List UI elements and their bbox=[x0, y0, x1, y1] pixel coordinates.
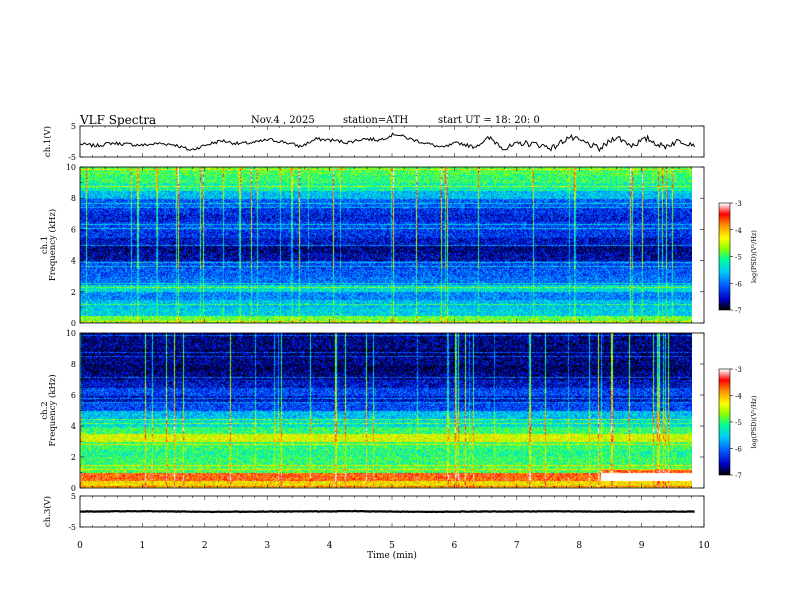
colorbar-ch2 bbox=[719, 369, 730, 475]
chart-title: VLF Spectra bbox=[80, 113, 157, 127]
x-tick-label: 0 bbox=[77, 541, 83, 551]
y-tick-label: 2 bbox=[71, 288, 76, 297]
y-tick-label: 10 bbox=[66, 329, 76, 338]
x-tick-label: 10 bbox=[698, 541, 710, 551]
colorbar-tick-label: -4 bbox=[735, 227, 742, 235]
y-axis-label: Frequency (kHz) bbox=[47, 374, 58, 446]
colorbar-tick-label: -5 bbox=[735, 419, 742, 427]
spectrogram-image-ch2 bbox=[80, 333, 692, 488]
x-tick-label: 5 bbox=[389, 541, 395, 551]
x-tick-label: 8 bbox=[576, 541, 582, 551]
y-tick-label: 5 bbox=[71, 492, 76, 501]
x-tick-label: 3 bbox=[264, 541, 270, 551]
y-tick-label: -5 bbox=[68, 523, 76, 532]
ch1-waveform-line bbox=[79, 132, 696, 153]
colorbar-tick-label: -5 bbox=[735, 254, 742, 262]
colorbar-label: log(PSD)(V²/Hz) bbox=[750, 395, 758, 448]
date-label: Nov.4 , 2025 bbox=[251, 115, 315, 126]
y-axis-label: ch.1 bbox=[40, 236, 50, 254]
y-tick-label: 8 bbox=[71, 194, 76, 203]
colorbar-tick-label: -7 bbox=[735, 472, 742, 480]
x-tick-label: 6 bbox=[452, 541, 458, 551]
x-tick-label: 1 bbox=[140, 541, 146, 551]
y-tick-label: 0 bbox=[71, 319, 76, 328]
start-time-label: start UT = 18: 20: 0 bbox=[438, 115, 540, 126]
y-axis-label: ch.1(V) bbox=[42, 126, 53, 157]
spectrogram-image-ch1 bbox=[80, 167, 692, 323]
y-tick-label: 10 bbox=[66, 163, 76, 172]
x-tick-label: 7 bbox=[514, 541, 520, 551]
y-axis-label: ch.2 bbox=[40, 401, 50, 419]
colorbar-tick-label: -6 bbox=[735, 446, 742, 454]
y-tick-label: -5 bbox=[68, 153, 76, 162]
y-tick-label: 8 bbox=[71, 360, 76, 369]
y-tick-label: 5 bbox=[71, 122, 76, 131]
colorbar-tick-label: -4 bbox=[735, 393, 742, 401]
x-tick-label: 4 bbox=[327, 541, 333, 551]
y-tick-label: 6 bbox=[71, 391, 76, 400]
y-axis-label: Frequency (kHz) bbox=[47, 209, 58, 281]
colorbar-ch1 bbox=[719, 203, 730, 310]
x-tick-label: 9 bbox=[639, 541, 645, 551]
colorbar-tick-label: -3 bbox=[735, 200, 742, 208]
ch3-waveform-line bbox=[79, 509, 695, 514]
colorbar-label: log(PSD)(V²/Hz) bbox=[750, 230, 758, 283]
station-label: station=ATH bbox=[343, 115, 409, 126]
y-axis-label: ch.3(V) bbox=[42, 496, 53, 527]
colorbar-tick-label: -6 bbox=[735, 280, 742, 288]
y-tick-label: 0 bbox=[71, 484, 76, 493]
y-tick-label: 4 bbox=[71, 422, 76, 431]
y-tick-label: 2 bbox=[71, 453, 76, 462]
y-tick-label: 6 bbox=[71, 225, 76, 234]
y-tick-label: 4 bbox=[71, 257, 76, 266]
x-tick-label: 2 bbox=[202, 541, 208, 551]
x-axis-label: Time (min) bbox=[367, 550, 417, 561]
colorbar-tick-label: -3 bbox=[735, 366, 742, 374]
colorbar-tick-label: -7 bbox=[735, 307, 742, 315]
